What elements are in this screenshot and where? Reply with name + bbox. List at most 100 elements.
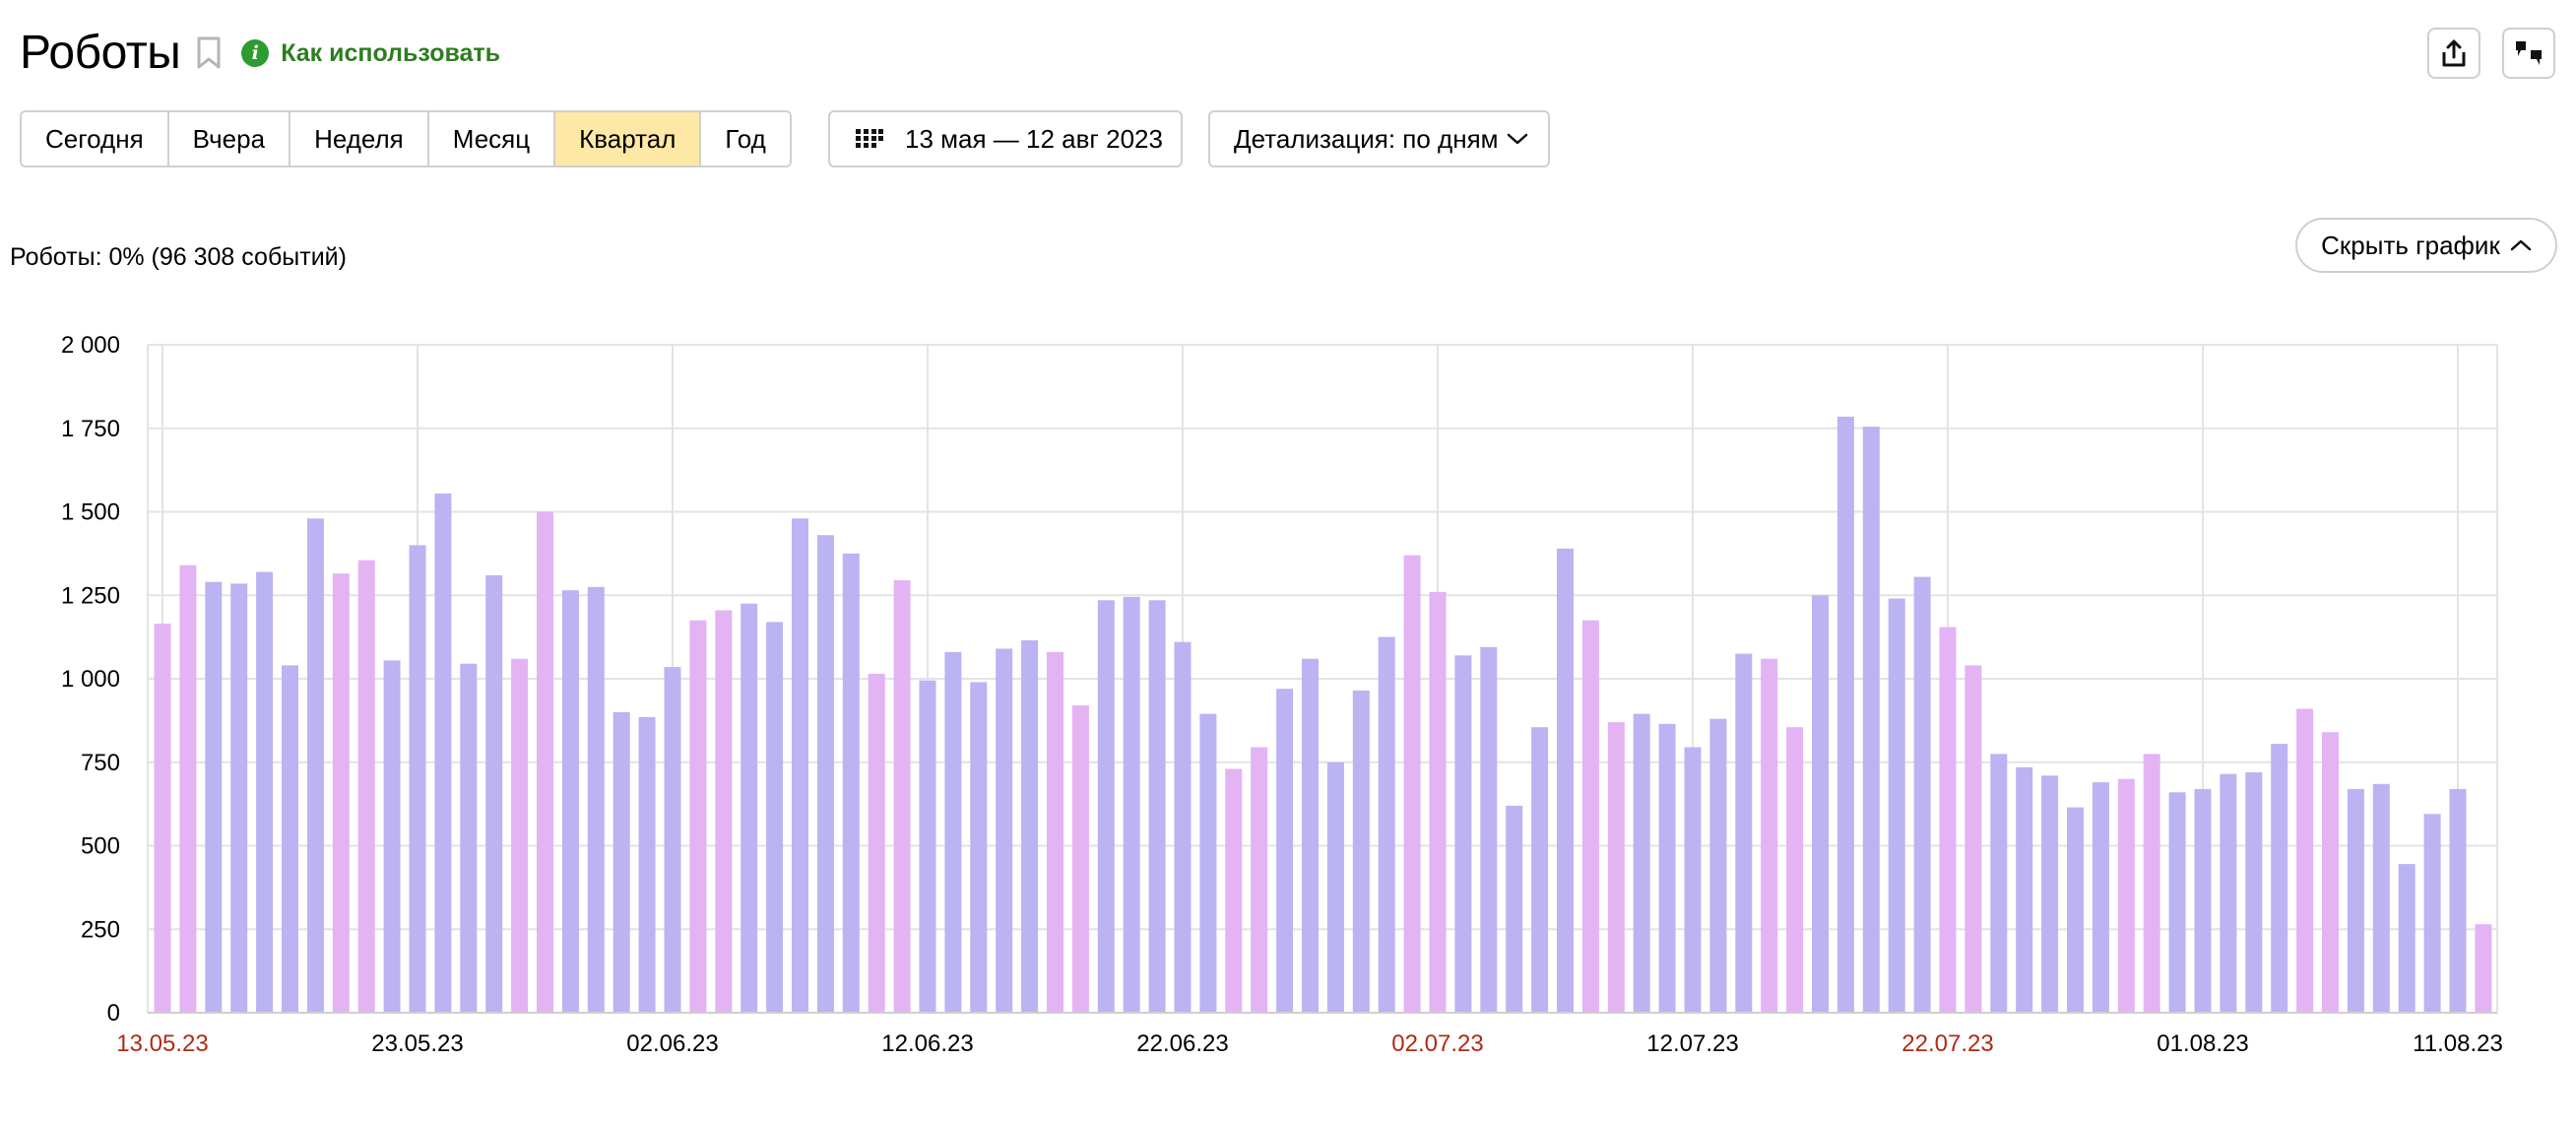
period-yesterday[interactable]: Вчера <box>168 112 291 166</box>
bar <box>2117 778 2135 1013</box>
bar <box>1862 427 1880 1014</box>
hide-chart-label: Скрыть график <box>2321 230 2500 260</box>
bar <box>1403 555 1421 1013</box>
bar <box>561 590 579 1013</box>
x-tick-label: 12.07.23 <box>1646 1030 1738 1057</box>
bar <box>944 651 962 1013</box>
bar <box>1836 416 1854 1013</box>
bar <box>1199 713 1217 1013</box>
bar <box>1913 576 1931 1013</box>
period-today[interactable]: Сегодня <box>22 112 169 166</box>
bar <box>2398 864 2415 1013</box>
bar <box>2475 924 2492 1013</box>
bar <box>1761 658 1778 1013</box>
howto-link[interactable]: i Как использовать <box>241 39 500 68</box>
x-tick-label: 01.08.23 <box>2157 1030 2248 1057</box>
bookmark-icon[interactable] <box>196 36 222 70</box>
bar <box>2372 783 2390 1013</box>
header: Роботы i Как использовать <box>20 20 500 87</box>
bar <box>1123 596 1140 1013</box>
chart-summary: Роботы: 0% (96 308 событий) <box>10 243 347 271</box>
bar <box>332 573 350 1013</box>
bar <box>1326 762 1344 1014</box>
y-tick-label: 2 000 <box>61 332 120 359</box>
feedback-icon <box>2516 41 2542 65</box>
bar <box>256 571 274 1013</box>
x-tick-label: 12.06.23 <box>881 1030 973 1057</box>
period-selector: Сегодня Вчера Неделя Месяц Квартал Год <box>20 110 792 167</box>
bar <box>1454 655 1472 1013</box>
bar <box>1786 727 1804 1013</box>
bar <box>409 545 426 1013</box>
bar <box>766 622 784 1013</box>
x-tick-label: 22.06.23 <box>1136 1030 1228 1057</box>
chevron-down-icon <box>1507 133 1527 145</box>
x-tick-label: 02.07.23 <box>1391 1030 1483 1057</box>
chart-svg: 2 000 1 750 1 500 1 250 1 000 750 500 250 0 13.05… <box>61 332 2503 1057</box>
bar <box>1658 723 1676 1013</box>
bar <box>1939 627 1957 1013</box>
date-range-label: 13 мая — 12 авг 2023 <box>905 123 1163 154</box>
bar <box>2271 744 2288 1013</box>
period-year[interactable]: Год <box>701 112 790 166</box>
bar <box>996 648 1013 1013</box>
howto-label: Как использовать <box>281 38 501 67</box>
bar <box>816 535 834 1013</box>
bar <box>357 560 375 1013</box>
bar <box>179 564 197 1013</box>
bar <box>511 658 529 1013</box>
bar <box>689 620 707 1013</box>
x-tick-label: 23.05.23 <box>371 1030 463 1057</box>
bar <box>434 493 452 1013</box>
bar <box>460 663 478 1013</box>
period-week[interactable]: Неделя <box>290 112 429 166</box>
bar <box>1684 747 1702 1013</box>
bar <box>741 603 758 1013</box>
robots-bar-chart: 2 000 1 750 1 500 1 250 1 000 750 500 250 0 13.05… <box>0 296 2576 1084</box>
info-icon: i <box>241 39 270 67</box>
bar <box>612 711 630 1013</box>
date-range-button[interactable]: 13 мая — 12 авг 2023 <box>828 110 1183 167</box>
hide-chart-button[interactable]: Скрыть график <box>2295 218 2557 273</box>
bar <box>664 667 681 1013</box>
bar <box>1148 600 1166 1013</box>
bar <box>893 580 911 1013</box>
bar <box>1735 653 1753 1013</box>
period-quarter[interactable]: Квартал <box>555 112 702 166</box>
bar <box>1633 713 1650 1013</box>
share-button[interactable] <box>2427 28 2480 79</box>
bar <box>715 610 733 1013</box>
bar <box>2220 773 2237 1013</box>
bar <box>1581 620 1599 1013</box>
bar <box>1709 718 1727 1013</box>
bar <box>2092 782 2109 1013</box>
bar <box>1225 768 1243 1013</box>
bar <box>1276 689 1294 1013</box>
bar <box>919 680 936 1013</box>
feedback-button[interactable] <box>2502 28 2555 79</box>
bar <box>1021 640 1039 1013</box>
y-tick-label: 1 750 <box>61 416 120 442</box>
y-tick-label: 1 250 <box>61 582 120 609</box>
bar <box>1302 658 1319 1013</box>
bar <box>2347 788 2364 1013</box>
detail-dropdown[interactable]: Детализация: по дням <box>1208 110 1550 167</box>
x-tick-label: 11.08.23 <box>2413 1030 2503 1057</box>
bar <box>2168 792 2186 1013</box>
bar <box>2449 788 2467 1013</box>
bar <box>1964 665 1982 1013</box>
y-tick-label: 500 <box>81 833 120 860</box>
period-month[interactable]: Месяц <box>428 112 556 166</box>
bar <box>638 717 656 1013</box>
bar <box>1174 641 1191 1013</box>
bar <box>792 518 808 1013</box>
bar <box>1251 747 1268 1013</box>
y-tick-label: 1 500 <box>61 499 120 526</box>
bar <box>205 581 223 1013</box>
bar <box>587 586 605 1013</box>
calendar-grid-icon <box>856 129 883 148</box>
y-tick-label: 250 <box>81 916 120 943</box>
bar <box>868 673 885 1013</box>
chevron-up-icon <box>2510 239 2532 251</box>
bar <box>485 574 503 1013</box>
